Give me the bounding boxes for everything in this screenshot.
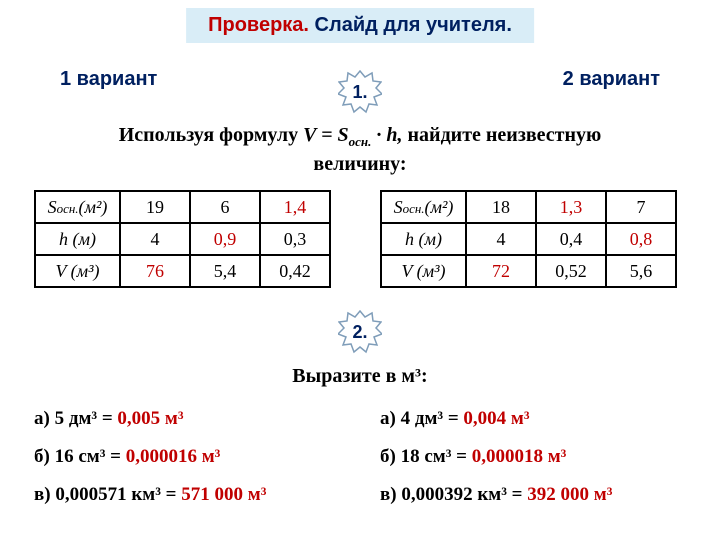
table-row: Sосн.(м²) 19 6 1,4 [35,191,330,223]
header-box: Проверка. Слайд для учителя. [186,8,534,43]
conv-row: а) 4 дм³ = 0,004 м³ [380,400,612,438]
conversions-variant-2: а) 4 дм³ = 0,004 м³ б) 18 см³ = 0,000018… [380,400,612,514]
formula-part-a: Используя формулу [119,124,303,146]
badge-2: 2. [338,310,382,354]
conv-row: а) 5 дм³ = 0,005 м³ [34,400,266,438]
table-row: V (м³) 72 0,52 5,6 [381,255,676,287]
header-rest: Слайд для учителя. [309,14,512,36]
cell: 19 [120,191,190,223]
conv-answer: 0,000018 м³ [472,446,567,467]
cell-answer: 0,8 [606,223,676,255]
table-row: h (м) 4 0,9 0,3 [35,223,330,255]
formula-text: Используя формулу V = Sосн. · h, найдите… [0,122,720,177]
badge-1-text: 1. [338,70,382,114]
cell: 4 [120,223,190,255]
badge-1: 1. [338,70,382,114]
table-row: Sосн.(м²) 18 1,3 7 [381,191,676,223]
express-title: Выразите в м³: [0,365,720,388]
table-row: h (м) 4 0,4 0,8 [381,223,676,255]
conv-answer: 0,000016 м³ [126,446,221,467]
formula-part-c: · h, [371,124,402,146]
badge-2-text: 2. [338,310,382,354]
conv-row: в) 0,000392 км³ = 392 000 м³ [380,476,612,514]
variant-1-label: 1 вариант [60,68,157,91]
conv-answer: 0,005 м³ [117,408,183,429]
cell-answer: 1,3 [536,191,606,223]
cell-answer: 72 [466,255,536,287]
formula-part-d: найдите неизвестную [403,124,602,146]
table-row: V (м³) 76 5,4 0,42 [35,255,330,287]
conv-answer: 0,004 м³ [463,408,529,429]
th-v: V (м³) [381,255,466,287]
th-s: Sосн.(м²) [35,191,120,223]
cell-answer: 1,4 [260,191,330,223]
th-s: Sосн.(м²) [381,191,466,223]
cell: 5,6 [606,255,676,287]
th-h: h (м) [35,223,120,255]
conv-row: б) 16 см³ = 0,000016 м³ [34,438,266,476]
cell: 0,4 [536,223,606,255]
formula-line2: величину: [313,153,406,175]
conv-answer: 571 000 м³ [181,484,266,505]
table-variant-1: Sосн.(м²) 19 6 1,4 h (м) 4 0,9 0,3 V (м³… [34,190,331,288]
conv-row: б) 18 см³ = 0,000018 м³ [380,438,612,476]
cell: 5,4 [190,255,260,287]
formula-part-b: V = S [303,124,349,146]
cell: 18 [466,191,536,223]
cell: 0,3 [260,223,330,255]
conversions-variant-1: а) 5 дм³ = 0,005 м³ б) 16 см³ = 0,000016… [34,400,266,514]
cell: 7 [606,191,676,223]
table-variant-2: Sосн.(м²) 18 1,3 7 h (м) 4 0,4 0,8 V (м³… [380,190,677,288]
formula-sub: осн. [349,134,372,149]
th-h: h (м) [381,223,466,255]
th-v: V (м³) [35,255,120,287]
variant-2-label: 2 вариант [563,68,660,91]
cell: 0,42 [260,255,330,287]
cell: 0,52 [536,255,606,287]
conv-row: в) 0,000571 км³ = 571 000 м³ [34,476,266,514]
header-check: Проверка. [208,14,309,36]
cell: 6 [190,191,260,223]
cell-answer: 76 [120,255,190,287]
cell: 4 [466,223,536,255]
cell-answer: 0,9 [190,223,260,255]
conv-answer: 392 000 м³ [527,484,612,505]
